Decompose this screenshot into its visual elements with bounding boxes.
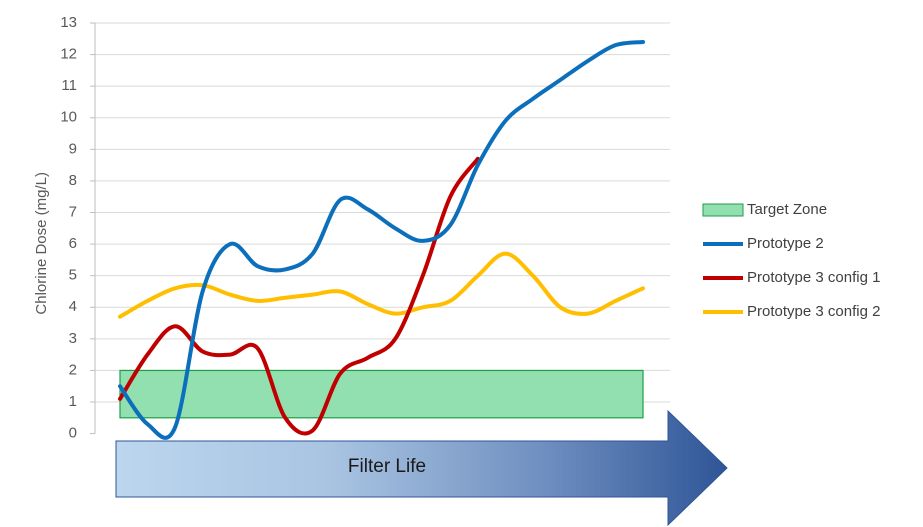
target-zone-rect	[119, 369, 644, 419]
y-tick-label: 9	[69, 140, 77, 157]
y-tick-label: 10	[60, 109, 77, 126]
y-tick-label: 2	[69, 361, 77, 378]
filter-life-arrow: Filter Life	[115, 409, 728, 527]
y-tick-label: 0	[69, 425, 77, 442]
y-tick-label: 6	[69, 235, 77, 252]
y-tick-label: 4	[69, 298, 77, 315]
series-line-prototype-2	[118, 40, 645, 440]
y-tick-label: 7	[69, 203, 77, 220]
legend-label-target-zone: Target Zone	[747, 201, 827, 218]
y-tick-label: 8	[69, 172, 77, 189]
legend-label-prototype-2: Prototype 2	[747, 235, 824, 252]
y-tick-label: 1	[69, 393, 77, 410]
legend-label-prototype-3-config-2: Prototype 3 config 2	[747, 303, 880, 320]
y-tick-label: 3	[69, 330, 77, 347]
y-tick-label: 13	[60, 14, 77, 31]
legend-swatch-target-zone	[702, 203, 744, 217]
series-layer	[118, 40, 645, 440]
legend: Target Zone Prototype 2 Prototype 3 config…	[702, 201, 880, 320]
y-axis-title: Chlorine Dose (mg/L)	[33, 172, 50, 315]
arrow-shape	[115, 409, 728, 527]
gridlines	[95, 22, 670, 403]
x-axis-title: Filter Life	[348, 456, 426, 477]
y-tick-label: 5	[69, 267, 77, 284]
series-line-prototype-3-config-1	[118, 156, 480, 436]
target-zone-layer	[119, 369, 644, 419]
y-axis-ticks	[90, 22, 95, 435]
y-tick-label: 11	[61, 77, 77, 94]
legend-label-prototype-3-config-1: Prototype 3 config 1	[747, 269, 880, 286]
y-tick-label: 12	[60, 46, 77, 63]
